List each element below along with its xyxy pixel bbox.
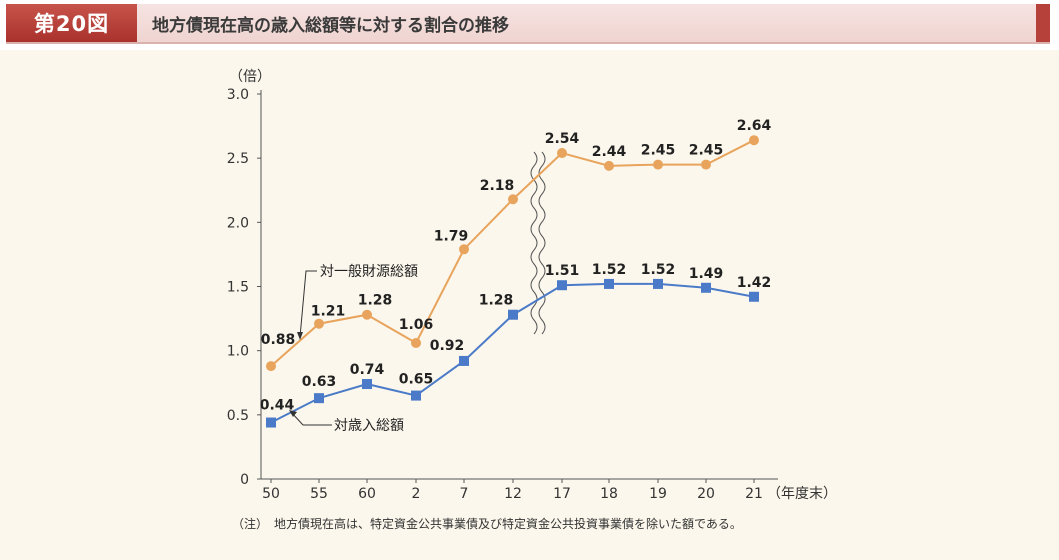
data-point-circle — [362, 309, 372, 320]
data-label: 0.44 — [260, 398, 295, 414]
y-tick-label: 1.5 — [227, 280, 249, 296]
data-label: 2.18 — [480, 178, 515, 194]
data-label: 0.74 — [350, 362, 385, 378]
callout-arrow — [289, 410, 297, 417]
data-point-square — [266, 417, 276, 428]
data-point-square — [411, 390, 421, 401]
data-point-square — [604, 278, 614, 289]
x-tick-label: 21 — [745, 486, 763, 502]
data-point-square — [508, 309, 518, 320]
x-tick-label: 20 — [697, 486, 715, 502]
footnote: （注） 地方債現在高は、特定資金公共事業債及び特定資金公共投資事業債を除いた額で… — [232, 517, 742, 531]
data-point-circle — [266, 361, 276, 372]
callout-arrow — [297, 332, 303, 340]
x-tick-label: 50 — [262, 486, 280, 502]
header-accent — [1036, 4, 1050, 42]
data-point-circle — [459, 244, 469, 255]
data-label: 0.65 — [399, 372, 434, 388]
x-tick-label: 19 — [649, 486, 667, 502]
data-point-circle — [653, 159, 663, 170]
axis-break-line — [530, 151, 538, 335]
x-tick-label: 2 — [412, 486, 421, 502]
series-line-break-segment — [512, 284, 563, 316]
x-tick-label: 7 — [460, 486, 469, 502]
series-callout-label: 対一般財源総額 — [320, 264, 418, 280]
y-tick-label: 2.0 — [227, 215, 249, 231]
y-tick-label: 2.5 — [227, 151, 249, 167]
x-tick-label: 17 — [553, 486, 571, 502]
data-point-square — [557, 280, 567, 291]
data-label: 0.63 — [302, 374, 337, 390]
series-line-break-segment — [512, 152, 563, 200]
data-label: 1.28 — [358, 293, 393, 309]
data-point-circle — [604, 160, 614, 171]
axis-break-line — [538, 151, 546, 335]
x-tick-label: 12 — [504, 486, 522, 502]
data-point-circle — [411, 337, 421, 348]
data-label: 1.51 — [545, 263, 580, 279]
x-tick-label: 55 — [310, 486, 328, 502]
data-point-circle — [314, 318, 324, 329]
line-chart: 0 0.5 1.0 1.5 2.0 2.5 3.0 （倍） 50 55 60 2 7 12 17 18 19 20… — [227, 69, 837, 502]
figure-title: 地方債現在高の歳入総額等に対する割合の推移 — [152, 15, 509, 36]
series-line — [270, 198, 514, 367]
data-label: 1.52 — [641, 262, 676, 278]
data-label: 1.21 — [311, 304, 346, 320]
data-point-square — [653, 278, 663, 289]
data-point-square — [701, 282, 711, 293]
data-label: 2.45 — [689, 143, 724, 159]
data-point-square — [362, 379, 372, 390]
data-label: 1.49 — [689, 266, 724, 282]
data-point-circle — [508, 194, 518, 205]
data-label: 1.28 — [479, 293, 514, 309]
figure-number: 第20図 — [6, 4, 137, 42]
data-label: 1.79 — [434, 228, 469, 244]
data-point-circle — [701, 159, 711, 170]
data-label: 1.06 — [399, 317, 434, 333]
data-label: 0.88 — [261, 332, 296, 348]
y-tick-label: 0.5 — [227, 408, 249, 424]
x-tick-label: 18 — [600, 486, 618, 502]
data-label: 2.45 — [641, 143, 676, 159]
data-point-circle — [749, 135, 759, 146]
data-label: 0.92 — [430, 338, 465, 354]
data-label: 2.54 — [545, 131, 580, 147]
y-tick-label: 0 — [240, 472, 249, 488]
x-axis-unit: （年度末） — [767, 486, 837, 502]
data-point-square — [459, 355, 469, 366]
data-label: 2.44 — [592, 144, 627, 160]
y-axis-unit: （倍） — [229, 69, 271, 85]
x-tick-label: 60 — [358, 486, 376, 502]
data-point-square — [749, 291, 759, 302]
header-bar — [6, 4, 1050, 44]
data-label: 2.64 — [737, 118, 772, 134]
data-point-square — [314, 393, 324, 404]
data-point-circle — [557, 148, 567, 159]
figure-header: 第20図 地方債現在高の歳入総額等に対する割合の推移 — [0, 0, 1059, 50]
series-line — [270, 314, 514, 424]
y-tick-label: 3.0 — [227, 87, 249, 103]
y-tick-label: 1.0 — [227, 344, 249, 360]
series-callout-label: 対歳入総額 — [334, 418, 404, 434]
callout-line — [290, 411, 332, 426]
callout-line — [299, 270, 317, 338]
data-label: 1.52 — [592, 262, 627, 278]
data-label: 1.42 — [737, 275, 772, 291]
